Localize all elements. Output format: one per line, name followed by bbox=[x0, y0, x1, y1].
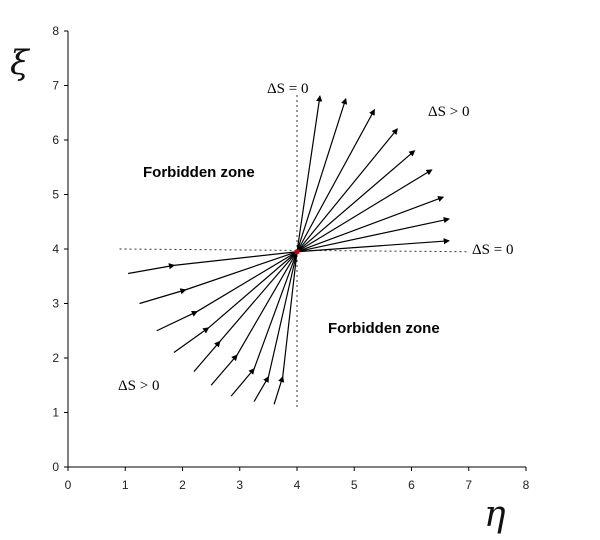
outgoing-arrow bbox=[296, 217, 450, 253]
incoming-arrow-tail bbox=[282, 251, 298, 378]
x-tick-label: 8 bbox=[523, 478, 530, 492]
x-tick-label: 0 bbox=[65, 478, 72, 492]
x-tick-label: 4 bbox=[294, 478, 301, 492]
y-tick-label: 6 bbox=[52, 133, 59, 147]
outgoing-arrow bbox=[296, 97, 348, 252]
y-tick-label: 4 bbox=[52, 242, 59, 256]
boundary-lines bbox=[119, 93, 469, 408]
ds-zero-right-label: ΔS = 0 bbox=[472, 242, 513, 258]
outgoing-arrow bbox=[296, 196, 445, 253]
incoming-arrow-tail bbox=[185, 251, 298, 291]
incoming-arrow bbox=[273, 375, 285, 405]
incoming-arrow bbox=[128, 263, 176, 275]
outgoing-arrow bbox=[296, 150, 416, 253]
incoming-arrow-tail bbox=[196, 251, 298, 313]
outgoing-arrow bbox=[296, 128, 398, 253]
outgoing-arrow bbox=[296, 95, 323, 252]
incoming-arrow-tail bbox=[236, 251, 298, 356]
incoming-arrow-tail bbox=[267, 251, 298, 378]
incoming-arrow bbox=[230, 367, 255, 397]
center-point bbox=[294, 249, 300, 255]
y-axis-label: ξ bbox=[10, 43, 31, 83]
x-tick-label: 7 bbox=[465, 478, 472, 492]
incoming-arrow-tail bbox=[173, 251, 298, 266]
y-tick-label: 5 bbox=[52, 188, 59, 202]
y-tick-label: 2 bbox=[52, 351, 59, 365]
ds-positive-bottom-label: ΔS > 0 bbox=[118, 378, 159, 394]
x-tick-label: 1 bbox=[122, 478, 129, 492]
incoming-arrows bbox=[128, 251, 298, 405]
incoming-arrow bbox=[156, 311, 198, 332]
y-tick-label: 0 bbox=[52, 460, 59, 474]
outgoing-arrows bbox=[296, 95, 450, 253]
x-tick-label: 3 bbox=[236, 478, 243, 492]
incoming-arrow bbox=[173, 327, 210, 354]
incoming-arrow bbox=[139, 288, 187, 305]
x-tick-label: 6 bbox=[408, 478, 415, 492]
x-tick-label: 2 bbox=[179, 478, 186, 492]
incoming-arrow-tail bbox=[207, 251, 298, 329]
incoming-arrow-tail bbox=[219, 251, 298, 343]
x-tick-label: 5 bbox=[351, 478, 358, 492]
forbidden-zone-upper-label: Forbidden zone bbox=[143, 164, 255, 181]
y-tick-label: 8 bbox=[52, 24, 59, 38]
boundary-line bbox=[119, 248, 469, 253]
forbidden-zone-lower-label: Forbidden zone bbox=[328, 320, 440, 337]
outgoing-arrow bbox=[296, 238, 450, 253]
y-tick-label: 1 bbox=[52, 406, 59, 420]
x-axis-label: η bbox=[484, 494, 506, 535]
incoming-arrow-tail bbox=[253, 251, 298, 370]
incoming-arrow bbox=[210, 354, 238, 386]
incoming-arrow bbox=[193, 340, 221, 373]
incoming-arrow bbox=[253, 375, 270, 402]
ds-zero-top-label: ΔS = 0 bbox=[267, 81, 308, 97]
ticks: 0 1 2 3 4 5 6 7 8 0 1 2 3 4 5 6 7 8 bbox=[52, 24, 529, 492]
ds-positive-top-label: ΔS > 0 bbox=[428, 104, 469, 120]
outgoing-arrow bbox=[296, 108, 375, 253]
y-tick-label: 3 bbox=[52, 297, 59, 311]
outgoing-arrow bbox=[296, 169, 433, 253]
y-tick-label: 7 bbox=[52, 79, 59, 93]
